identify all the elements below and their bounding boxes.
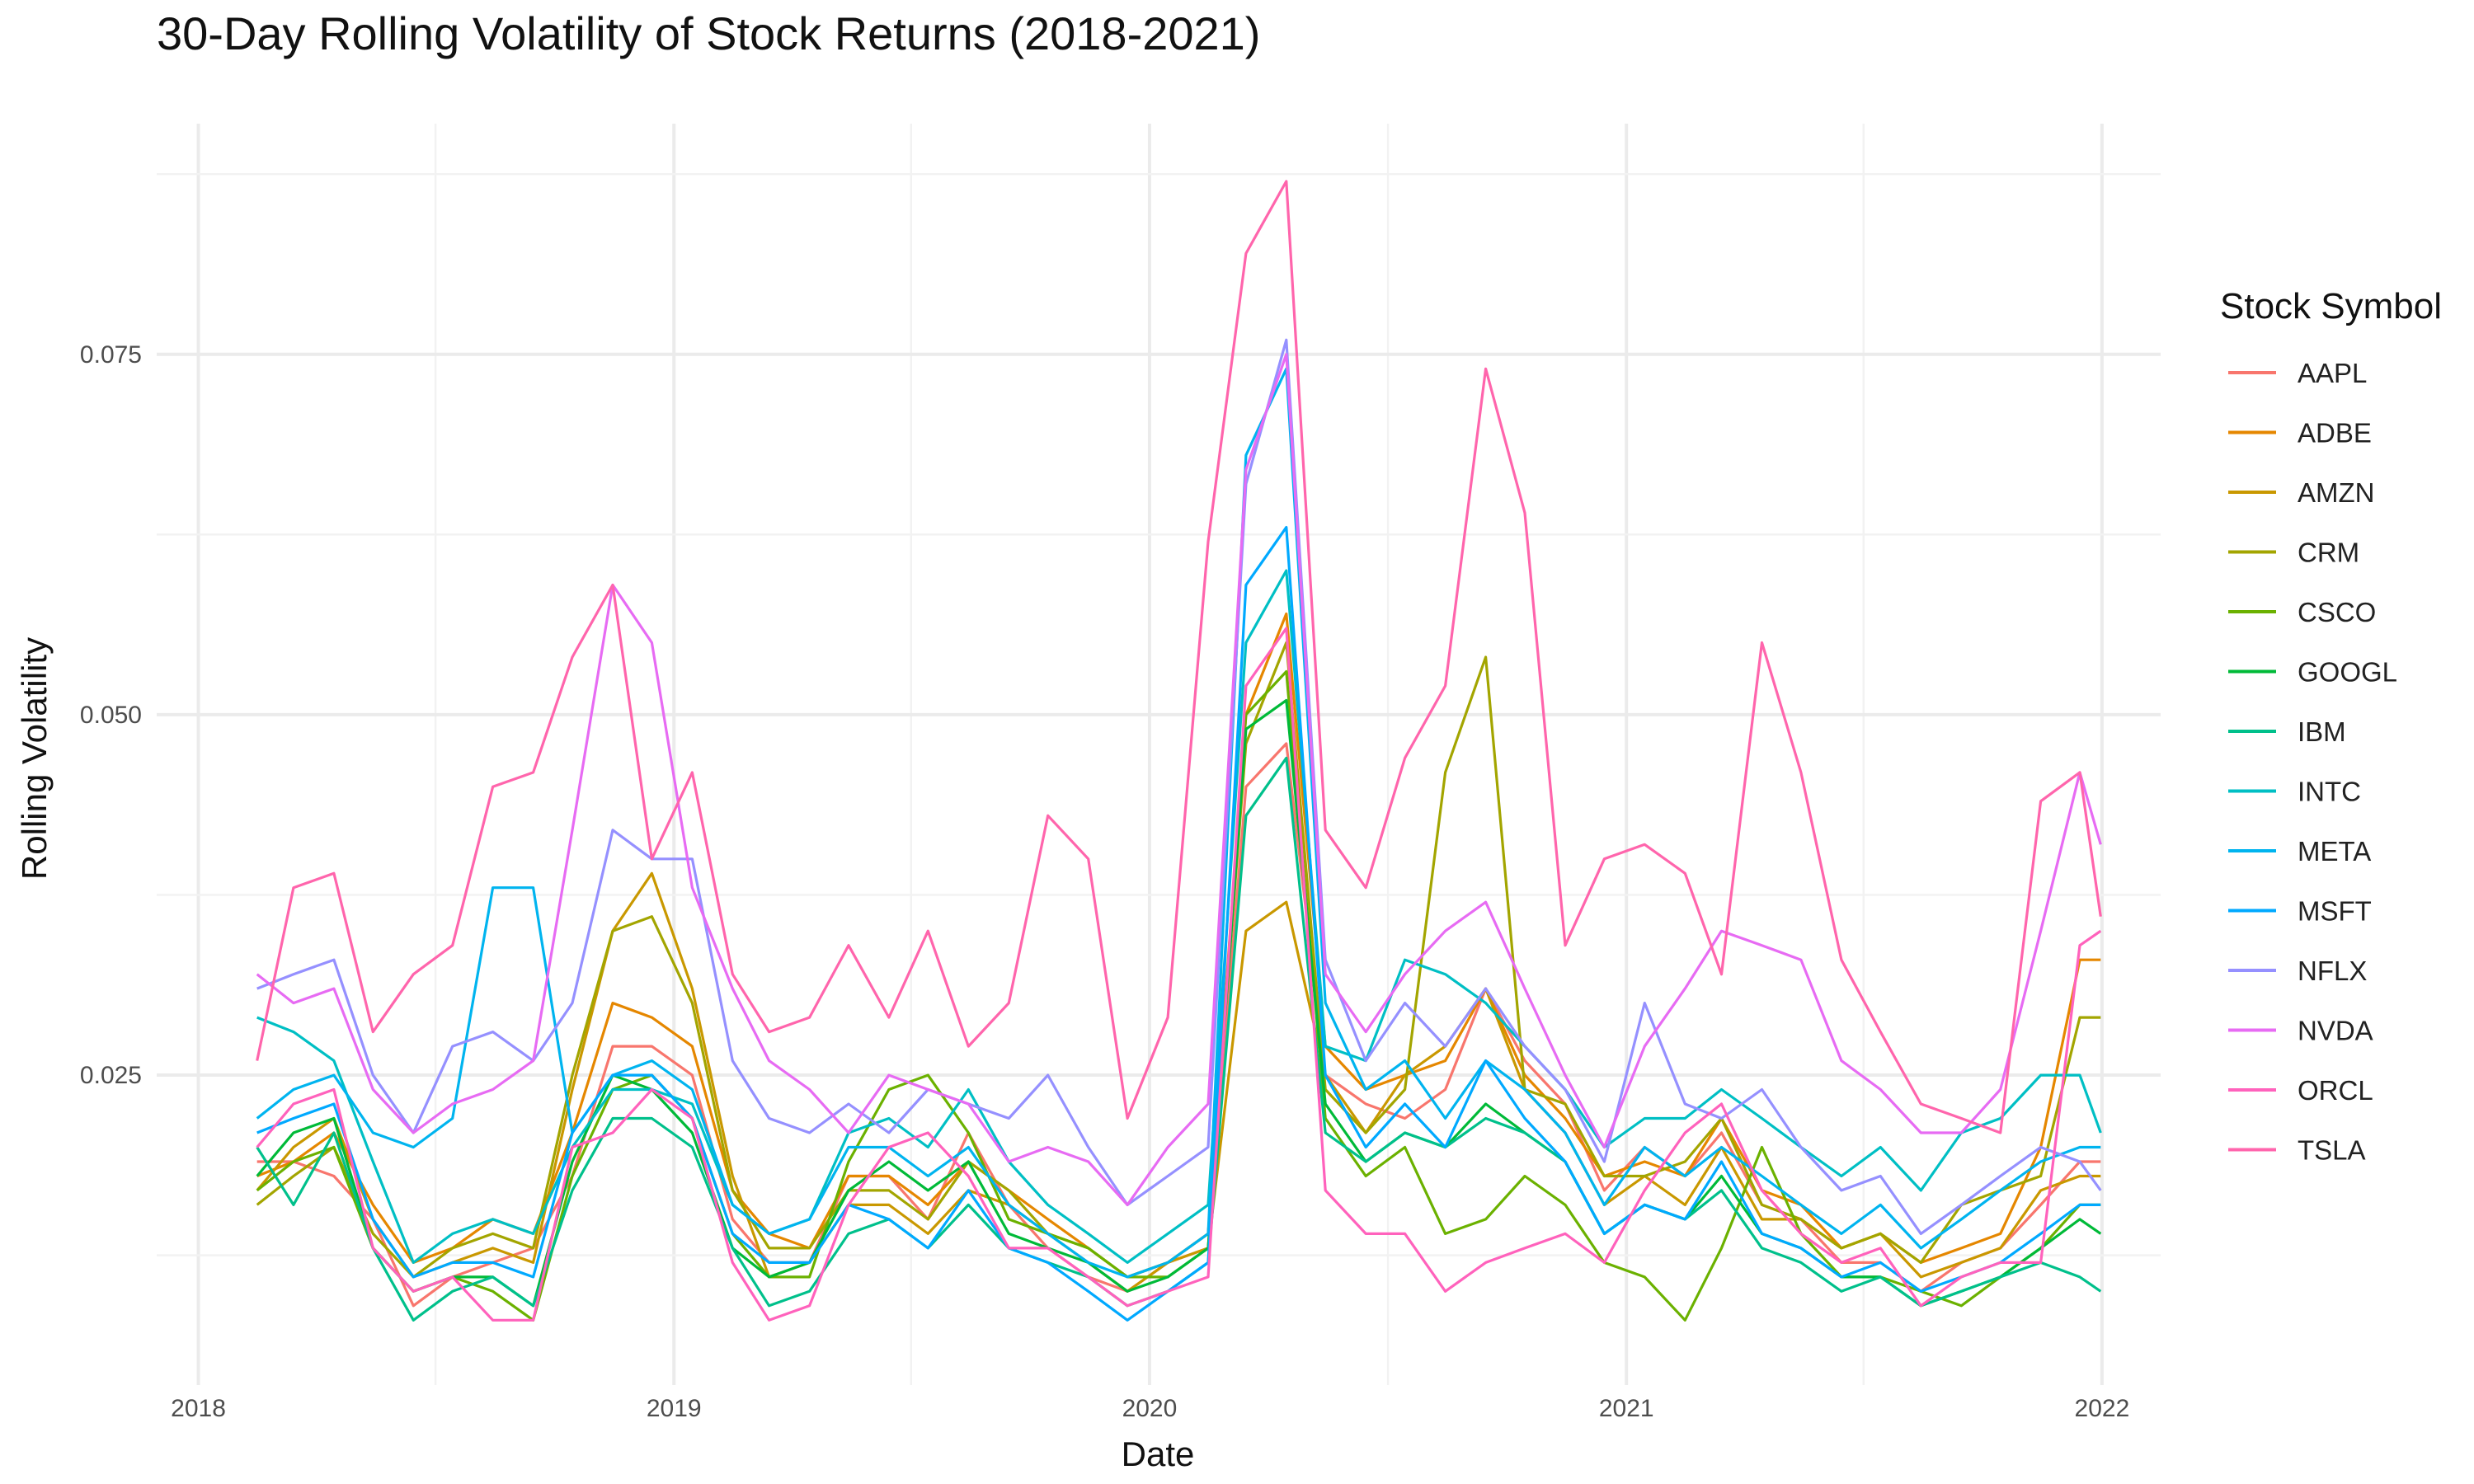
y-tick-label: 0.075 [80,341,142,369]
legend: Stock Symbol AAPL ADBE AMZN CRM CSCO GOOGL IBM… [2220,286,2442,1166]
legend-label-nvda: NVDA [2298,1016,2373,1046]
legend-label-ibm: IBM [2298,716,2346,747]
x-axis-title: Date [1122,1435,1195,1473]
series-line-nflx [256,338,2102,1235]
legend-title: Stock Symbol [2220,286,2442,326]
x-tick-label: 2019 [647,1395,702,1422]
legend-label-nflx: NFLX [2298,956,2367,986]
legend-label-msft: MSFT [2298,896,2372,927]
legend-label-csco: CSCO [2298,597,2376,627]
legend-label-tsla: TSLA [2298,1135,2366,1166]
legend-label-amzn: AMZN [2298,477,2375,508]
series-line-meta [256,367,2101,1279]
x-tick-label: 2020 [1122,1395,1178,1422]
chart-title: 30-Day Rolling Volatility of Stock Retur… [157,7,1261,59]
axis-labels: 2018 2019 2020 2021 2022 0.025 0.050 0.075 [80,341,2129,1422]
series-line-intc [256,569,2102,1264]
series-line-tsla [256,180,2102,1134]
y-tick-label: 0.050 [80,702,142,729]
legend-label-aapl: AAPL [2298,358,2367,388]
series-line-crm [256,641,2101,1279]
y-axis-title: Rolling Volatility [15,637,54,880]
x-tick-label: 2018 [171,1395,226,1422]
series-lines [256,180,2102,1322]
grid-lines [157,124,2161,1385]
legend-label-intc: INTC [2298,777,2361,807]
legend-label-crm: CRM [2298,538,2359,568]
series-line-orcl [256,627,2102,1322]
series-line-nvda [256,353,2102,1206]
series-line-msft [256,526,2101,1322]
legend-label-meta: META [2298,836,2371,866]
legend-label-orcl: ORCL [2298,1075,2373,1106]
legend-label-adbe: ADBE [2298,418,2372,448]
y-tick-label: 0.025 [80,1062,142,1089]
x-tick-label: 2021 [1599,1395,1654,1422]
series-line-googl [256,698,2102,1308]
x-tick-label: 2022 [2075,1395,2130,1422]
legend-label-googl: GOOGL [2298,657,2397,688]
